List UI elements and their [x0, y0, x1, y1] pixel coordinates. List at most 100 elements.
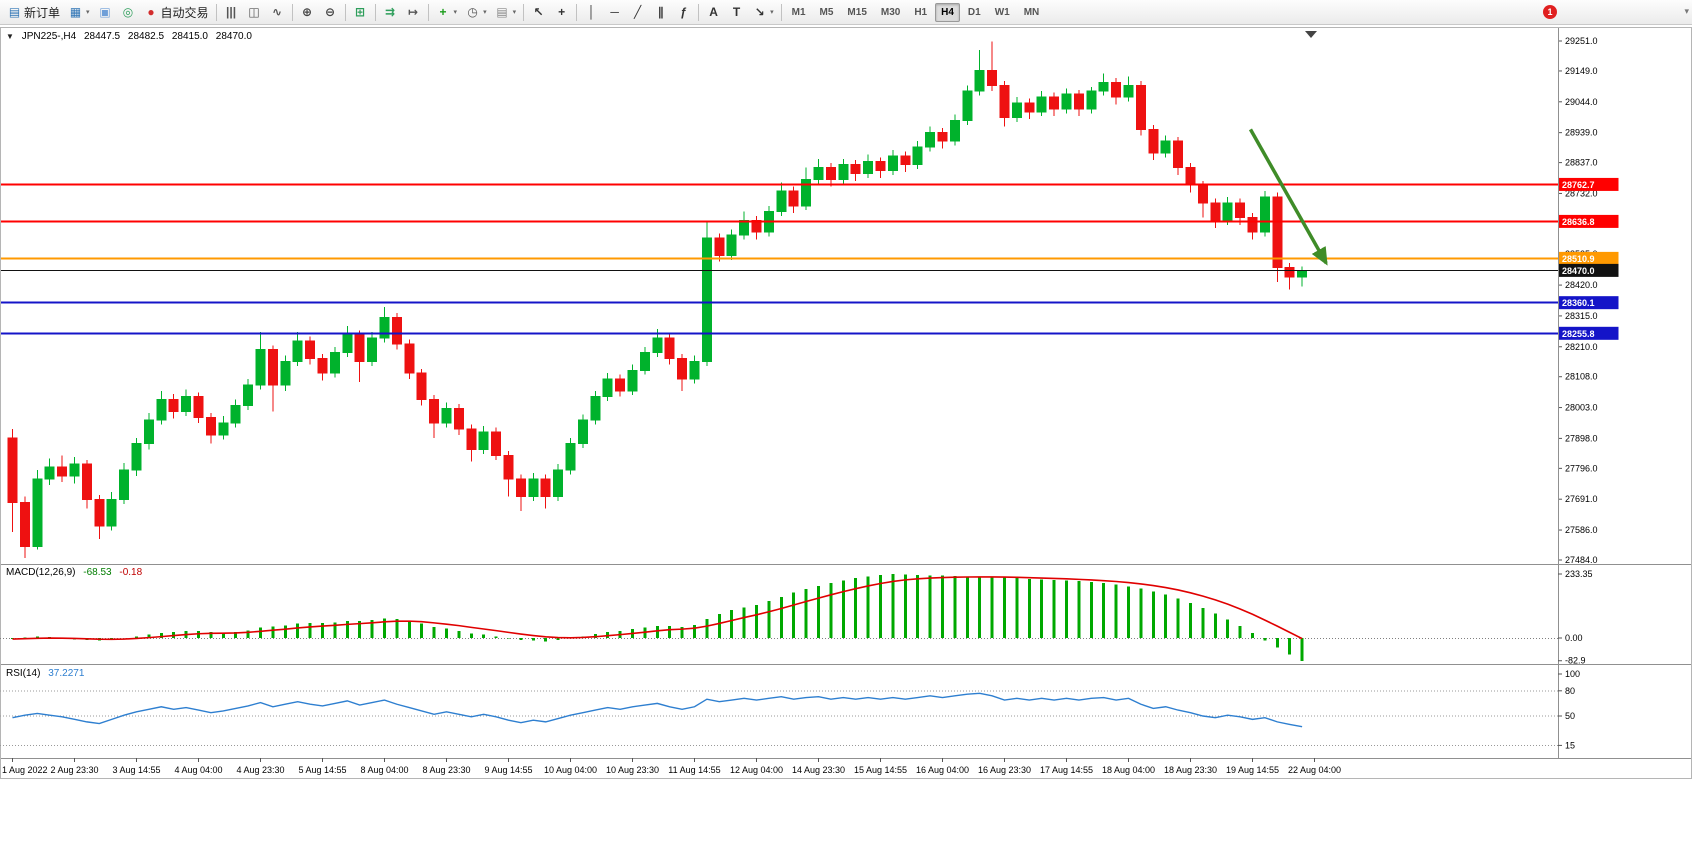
text-label-button[interactable]: T [725, 2, 748, 23]
zoom-out-button[interactable]: ⊖ [319, 2, 342, 23]
text-label-icon: T [732, 5, 741, 19]
macd-signal-value: -0.18 [119, 567, 143, 578]
svg-text:14 Aug 23:30: 14 Aug 23:30 [792, 765, 845, 775]
chart-plot-area[interactable] [0, 27, 1558, 564]
svg-text:27484.0: 27484.0 [1565, 555, 1598, 565]
cursor-button[interactable]: ↖ [527, 2, 550, 23]
price-axis[interactable] [1558, 27, 1692, 758]
dropdown-caret-icon: ▾ [453, 9, 458, 16]
arrow-tools-icon: ↘ [754, 5, 765, 19]
templates-icon: ▤ [496, 5, 508, 19]
svg-text:19 Aug 14:55: 19 Aug 14:55 [1226, 765, 1279, 775]
vertical-line-icon: │ [587, 5, 596, 19]
templates-button[interactable]: ▤ ▾ [491, 2, 521, 23]
svg-text:27691.0: 27691.0 [1565, 494, 1598, 504]
chart-shift-icon: ↦ [408, 5, 419, 19]
fibonacci-button[interactable]: ƒ [672, 2, 695, 23]
svg-text:233.35: 233.35 [1565, 569, 1593, 579]
svg-text:11 Aug 14:55: 11 Aug 14:55 [668, 765, 720, 775]
ohlc-close: 28470.0 [215, 31, 252, 42]
main-toolbar: ▤ 新订单 ▦ ▾ ▣ ◎ ● 自动交易 ||| ◫ ∿ ⊕ ⊖ ⊞ ⇉ ↦ + ▾ ◷ ▾ ▤ ▾ ↖ + │ ─ ╱ ∥ ƒ A T ↘ ▾… [0, 0, 1692, 25]
toolbar-separator [215, 3, 217, 21]
svg-text:50: 50 [1565, 711, 1575, 721]
ohlc-dropdown-icon[interactable]: ▼ [6, 32, 14, 41]
trend-arrow-annotation[interactable] [1248, 128, 1328, 266]
svg-text:28420.0: 28420.0 [1565, 280, 1598, 290]
svg-text:29149.0: 29149.0 [1565, 66, 1598, 76]
arrows-button[interactable]: ↘ ▾ [748, 2, 778, 23]
toolbar-separator [698, 3, 700, 21]
svg-text:16 Aug 23:30: 16 Aug 23:30 [978, 765, 1031, 775]
timeframe-d1-button[interactable]: D1 [967, 6, 981, 18]
line-chart-button[interactable]: ∿ [266, 2, 289, 23]
svg-text:1 Aug 2022: 1 Aug 2022 [2, 765, 48, 775]
svg-text:18 Aug 04:00: 18 Aug 04:00 [1102, 765, 1155, 775]
chart-shift-marker[interactable] [1305, 31, 1317, 38]
svg-text:0.00: 0.00 [1565, 633, 1583, 643]
current-price-line-tag: 28470.0 [1558, 263, 1619, 277]
charts-icon: ▦ [69, 5, 82, 19]
svg-text:9 Aug 14:55: 9 Aug 14:55 [484, 765, 532, 775]
channel-button[interactable]: ∥ [649, 2, 672, 23]
svg-text:28470.0: 28470.0 [1562, 266, 1595, 276]
timeframe-m5-button[interactable]: M5 [819, 6, 834, 18]
svg-text:8 Aug 23:30: 8 Aug 23:30 [422, 765, 470, 775]
periods-button[interactable]: ◷ ▾ [461, 2, 491, 23]
svg-text:100: 100 [1565, 669, 1580, 679]
toolbar-separator [374, 3, 376, 21]
indicators-icon: + [439, 5, 447, 19]
svg-text:10 Aug 04:00: 10 Aug 04:00 [544, 765, 597, 775]
rsi-name: RSI(14) [6, 668, 41, 679]
svg-text:28837.0: 28837.0 [1565, 158, 1598, 168]
svg-text:17 Aug 14:55: 17 Aug 14:55 [1040, 765, 1093, 775]
chart-shift-button[interactable]: ↦ [402, 2, 425, 23]
timeframe-h1-button[interactable]: H1 [914, 6, 928, 18]
timeframe-w1-button[interactable]: W1 [994, 6, 1010, 18]
zoom-out-icon: ⊖ [325, 5, 336, 19]
toolbar-separator [523, 3, 525, 21]
fibonacci-icon: ƒ [680, 5, 687, 19]
notification-badge[interactable]: 1 [1543, 5, 1557, 19]
svg-text:10 Aug 23:30: 10 Aug 23:30 [606, 765, 659, 775]
zoom-in-button[interactable]: ⊕ [296, 2, 319, 23]
charts-button[interactable]: ▦ ▾ [64, 2, 94, 23]
tile-windows-button[interactable]: ⊞ [349, 2, 372, 23]
trendline-button[interactable]: ╱ [626, 2, 649, 23]
timeframe-m15-button[interactable]: M15 [847, 6, 867, 18]
timeframe-m30-button[interactable]: M30 [880, 6, 901, 18]
vertical-line-button[interactable]: │ [580, 2, 603, 23]
time-axis[interactable] [0, 758, 1692, 779]
svg-text:28360.1: 28360.1 [1562, 298, 1595, 308]
indicators-button[interactable]: + ▾ [432, 2, 462, 23]
horizontal-line-button[interactable]: ─ [603, 2, 626, 23]
svg-text:27898.0: 27898.0 [1565, 433, 1598, 443]
profiles-icon: ▣ [99, 5, 111, 19]
refresh-button[interactable]: ◎ [117, 2, 140, 23]
bar-chart-button[interactable]: ||| [220, 2, 243, 23]
candlestick-chart-button[interactable]: ◫ [243, 2, 266, 23]
symbol-ohlc-readout: ▼ JPN225-,H4 28447.5 28482.5 28415.0 284… [6, 31, 257, 42]
timeframe-m1-button[interactable]: M1 [791, 6, 806, 18]
toolbar-overflow-icon[interactable]: ▾ [1684, 6, 1689, 16]
profiles-button[interactable]: ▣ [94, 2, 117, 23]
autotrading-button[interactable]: ● 自动交易 [140, 2, 213, 23]
symbol-period: JPN225-,H4 [21, 31, 77, 42]
timeframe-mn-button[interactable]: MN [1023, 6, 1040, 18]
svg-text:28939.0: 28939.0 [1565, 128, 1598, 138]
svg-text:28762.7: 28762.7 [1562, 180, 1595, 190]
svg-text:-82.9: -82.9 [1565, 656, 1586, 666]
new-order-button[interactable]: ▤ 新订单 [3, 2, 64, 23]
rsi-indicator-label: RSI(14) 37.2271 [6, 668, 89, 679]
time-axis-labels: 1 Aug 20222 Aug 23:30 3 Aug 14:55 4 Aug 04… [2, 758, 1341, 775]
macd-signal-line [12, 576, 1303, 641]
candlestick-chart-icon: ◫ [248, 5, 260, 19]
timeframe-h4-button[interactable]: H4 [935, 2, 960, 22]
svg-text:5 Aug 14:55: 5 Aug 14:55 [298, 765, 346, 775]
svg-text:12 Aug 04:00: 12 Aug 04:00 [730, 765, 783, 775]
svg-text:27586.0: 27586.0 [1565, 525, 1598, 535]
zoom-in-icon: ⊕ [302, 5, 313, 19]
crosshair-button[interactable]: + [550, 2, 573, 23]
auto-scroll-button[interactable]: ⇉ [379, 2, 402, 23]
ohlc-low: 28415.0 [171, 31, 208, 42]
text-button[interactable]: A [702, 2, 725, 23]
